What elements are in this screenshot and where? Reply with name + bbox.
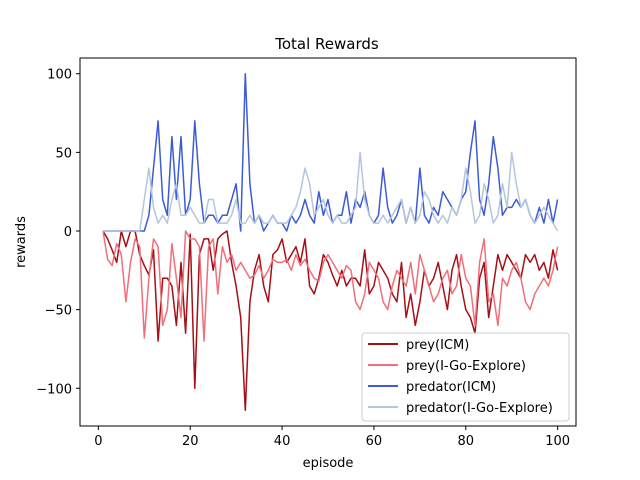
y-tick-label: 50	[55, 146, 72, 161]
legend-label: predator(I-Go-Explore)	[406, 401, 553, 416]
x-tick-label: 0	[94, 434, 102, 449]
y-tick-label: 100	[47, 68, 72, 83]
x-tick-label: 20	[182, 434, 199, 449]
x-tick-label: 100	[545, 434, 570, 449]
legend-label: prey(I-Go-Explore)	[406, 359, 526, 374]
x-tick-label: 60	[366, 434, 383, 449]
x-tick-label: 40	[274, 434, 291, 449]
y-axis: −100 −50 0 50 100	[36, 68, 80, 397]
x-axis-title: episode	[303, 456, 354, 471]
y-tick-label: −50	[45, 304, 72, 319]
legend-label: predator(ICM)	[406, 380, 496, 395]
series-line-predator-i-go-explore	[103, 151, 559, 232]
chart-title: Total Rewards	[274, 35, 379, 53]
plot-frame	[79, 57, 577, 427]
y-axis-title: rewards	[14, 216, 29, 268]
y-tick-label: −100	[36, 382, 72, 397]
x-axis: 0 20 40 60 80 100	[94, 426, 570, 449]
plot-area	[102, 72, 559, 412]
y-tick-label: 0	[64, 225, 72, 240]
series-line-prey-i-go-explore	[102, 230, 559, 342]
legend-box	[361, 332, 570, 422]
legend: prey(ICM) prey(I-Go-Explore) predator(ICM)…	[361, 332, 570, 422]
x-tick-label: 80	[458, 434, 475, 449]
series-line-predator-icm	[103, 72, 559, 232]
legend-label: prey(ICM)	[406, 338, 469, 353]
